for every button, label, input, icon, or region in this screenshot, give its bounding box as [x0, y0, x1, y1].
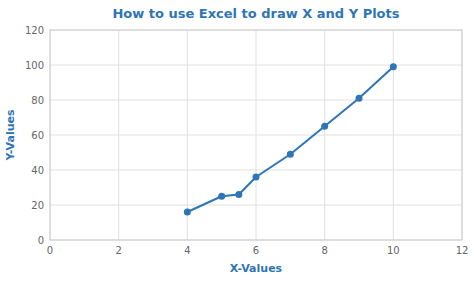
- y-grid-line: [50, 205, 462, 206]
- point: [218, 193, 225, 200]
- grid: [50, 30, 462, 240]
- y-tick-label: 20: [31, 200, 44, 211]
- chart: 024681012020406080100120How to use Excel…: [0, 0, 474, 285]
- y-tick-label: 120: [25, 25, 44, 36]
- point: [184, 209, 191, 216]
- series: [184, 63, 397, 215]
- point: [356, 95, 363, 102]
- x-tick-label: 2: [115, 245, 121, 256]
- point: [287, 151, 294, 158]
- x-tick-label: 6: [253, 245, 259, 256]
- y-grid-line: [50, 135, 462, 136]
- point: [321, 123, 328, 130]
- x-tick-label: 10: [387, 245, 400, 256]
- plot-frame: [50, 30, 462, 240]
- y-tick-label: 40: [31, 165, 44, 176]
- point: [390, 63, 397, 70]
- point: [235, 191, 242, 198]
- y-tick-label: 60: [31, 130, 44, 141]
- title: How to use Excel to draw X and Y Plots: [112, 6, 399, 21]
- line: [187, 67, 393, 212]
- x-tick-label: 0: [47, 245, 53, 256]
- x-tick-label: 12: [456, 245, 469, 256]
- y-grid-line: [50, 65, 462, 66]
- y-tick-label: 0: [38, 235, 44, 246]
- x-axis-label: X-Values: [230, 262, 283, 275]
- x-tick-label: 8: [321, 245, 327, 256]
- y-tick-label: 100: [25, 60, 44, 71]
- y-grid-line: [50, 170, 462, 171]
- x-tick-label: 4: [184, 245, 190, 256]
- y-grid-line: [50, 100, 462, 101]
- y-axis-label: Y-Values: [4, 109, 17, 162]
- point: [253, 174, 260, 181]
- y-tick-label: 80: [31, 95, 44, 106]
